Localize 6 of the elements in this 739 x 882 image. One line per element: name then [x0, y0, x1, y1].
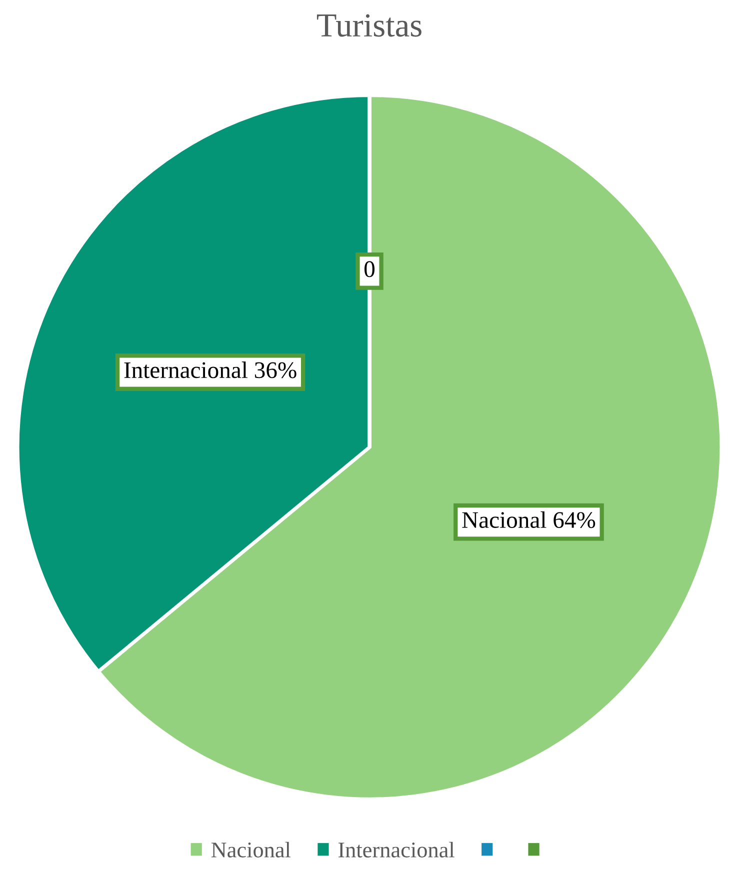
data-label: Nacional 64%	[462, 511, 596, 528]
data-label: Internacional 36%	[124, 362, 296, 378]
text: 0	[364, 261, 375, 278]
legend-label: Nacional	[211, 842, 291, 858]
chart-title: Turistas	[316, 14, 422, 37]
legend-label: Internacional	[338, 842, 454, 858]
